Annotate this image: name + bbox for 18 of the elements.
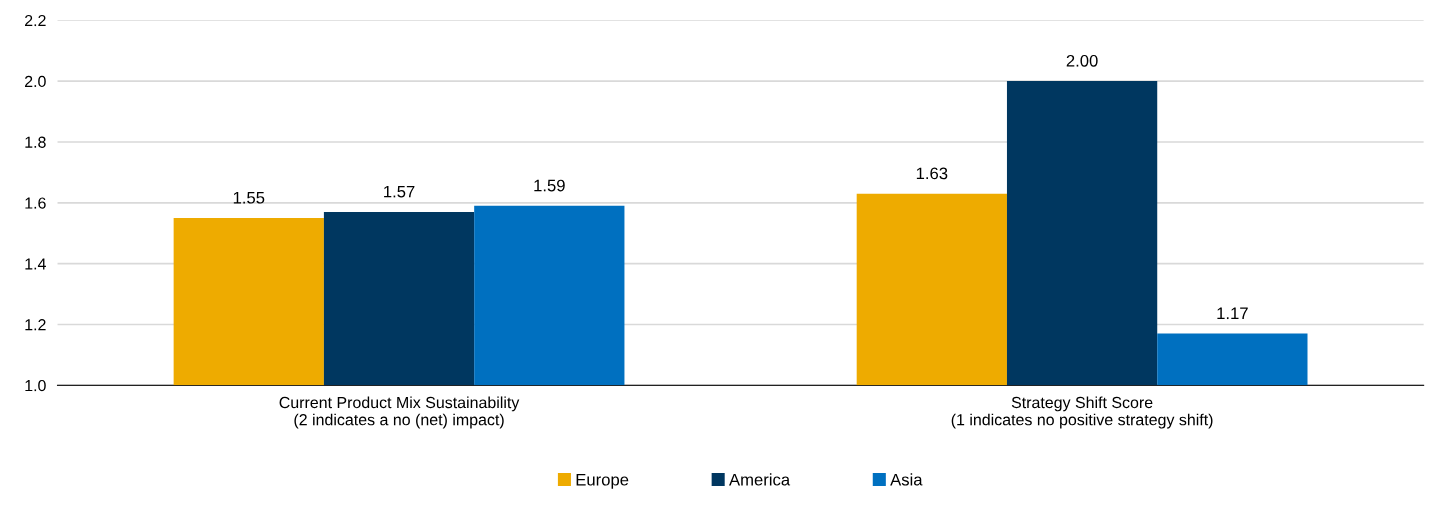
y-tick-label: 2.2 [25, 14, 46, 27]
data-label: 1.55 [233, 191, 265, 204]
y-tick-label: 1.2 [25, 319, 46, 331]
y-tick-label: 1.6 [25, 197, 46, 209]
y-tick-label: 1.4 [25, 258, 46, 270]
data-label: 1.59 [534, 179, 565, 192]
y-tick-label: 1.8 [25, 136, 46, 148]
legend-label: America [729, 473, 791, 486]
data-label: 2.00 [1066, 54, 1098, 67]
legend-label: Europe [576, 473, 629, 489]
legend-label: Asia [890, 473, 923, 486]
x-tick-label: Current Product Mix Sustainability (2 indicates a no (net) impact) [279, 396, 520, 429]
data-label: 1.57 [384, 185, 415, 198]
data-label: 1.17 [1217, 307, 1248, 320]
data-label: 1.63 [916, 167, 948, 180]
y-tick-label: 2.0 [25, 75, 46, 88]
x-tick-label: Strategy Shift Score (1 indicates no positive strategy shift) [951, 396, 1213, 429]
y-tick-label: 1.0 [25, 379, 46, 392]
